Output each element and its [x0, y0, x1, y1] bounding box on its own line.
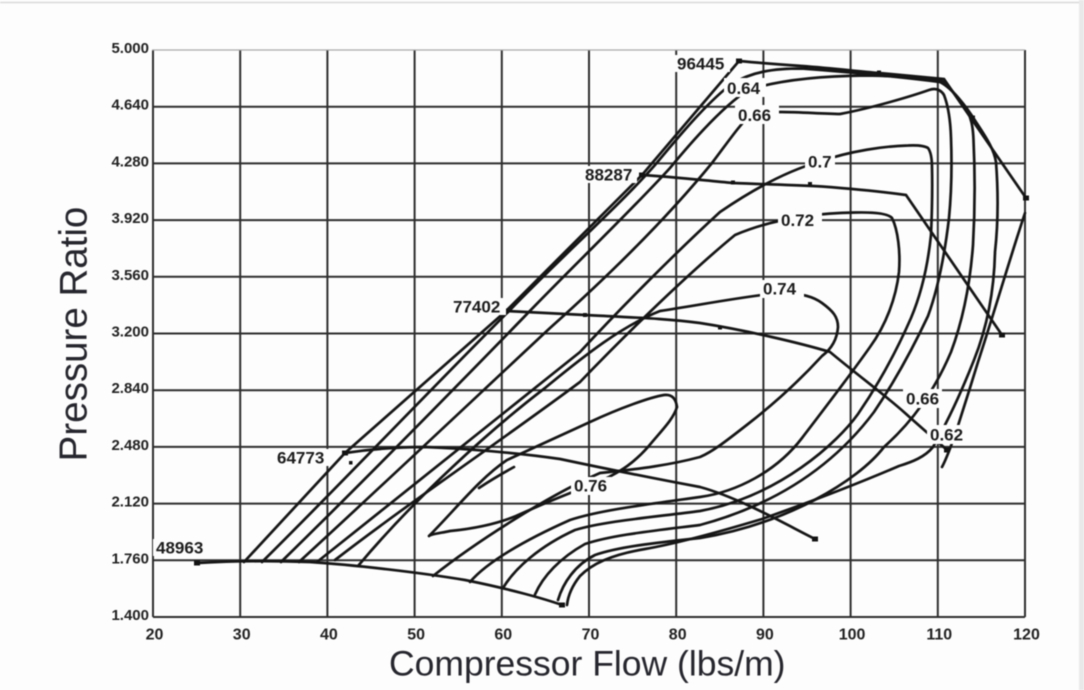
svg-text:110: 110	[926, 627, 952, 644]
svg-text:100: 100	[839, 627, 866, 644]
svg-text:1.400: 1.400	[111, 607, 149, 624]
svg-text:0.64: 0.64	[727, 79, 761, 98]
svg-text:120: 120	[1013, 627, 1040, 644]
svg-text:30: 30	[233, 627, 251, 644]
svg-text:2.840: 2.840	[111, 380, 149, 397]
svg-text:3.560: 3.560	[111, 267, 149, 284]
svg-text:5.000: 5.000	[111, 40, 149, 57]
svg-text:0.62: 0.62	[930, 426, 963, 445]
svg-text:88287: 88287	[585, 166, 632, 185]
svg-text:90: 90	[756, 627, 774, 644]
svg-text:0.7: 0.7	[808, 153, 832, 172]
svg-text:96445: 96445	[677, 55, 724, 74]
svg-text:4.640: 4.640	[111, 97, 149, 114]
svg-text:60: 60	[494, 627, 512, 644]
svg-text:48963: 48963	[156, 539, 203, 558]
svg-text:80: 80	[669, 627, 687, 644]
svg-text:64773: 64773	[277, 449, 324, 468]
svg-text:40: 40	[320, 627, 338, 644]
svg-text:70: 70	[582, 627, 600, 644]
svg-text:4.280: 4.280	[111, 153, 149, 170]
svg-text:Compressor Flow (lbs/m): Compressor Flow (lbs/m)	[389, 644, 785, 684]
svg-text:0.76: 0.76	[574, 477, 607, 496]
svg-text:0.66: 0.66	[738, 106, 771, 125]
svg-text:0.72: 0.72	[781, 211, 814, 230]
svg-text:2.480: 2.480	[111, 437, 149, 454]
svg-text:1.760: 1.760	[111, 550, 149, 567]
svg-text:0.66: 0.66	[906, 390, 939, 409]
svg-text:Pressure Ratio: Pressure Ratio	[53, 207, 96, 462]
svg-text:0.74: 0.74	[763, 280, 797, 299]
svg-text:2.120: 2.120	[111, 494, 149, 511]
svg-text:77402: 77402	[453, 298, 500, 317]
svg-text:20: 20	[146, 627, 164, 644]
svg-text:3.920: 3.920	[111, 210, 149, 227]
svg-text:3.200: 3.200	[111, 324, 149, 341]
svg-text:50: 50	[407, 627, 425, 644]
